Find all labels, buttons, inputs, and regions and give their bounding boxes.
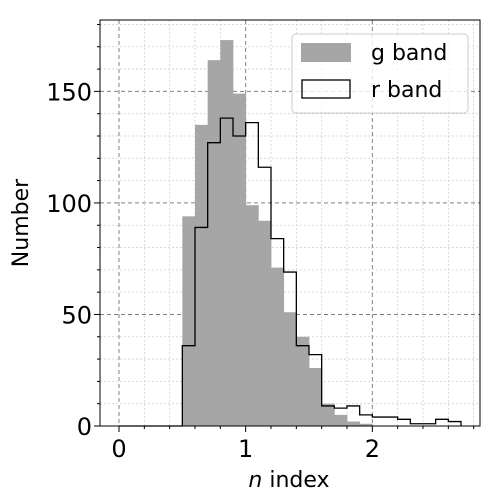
g-band-bar — [321, 403, 335, 426]
x-tick-label: 2 — [365, 435, 380, 463]
x-axis-label-rest: index — [262, 468, 329, 493]
y-tick-label: 100 — [46, 190, 92, 218]
legend-label-g-band: g band — [371, 41, 447, 66]
g-band-bar — [220, 40, 234, 426]
axis-ticks — [94, 23, 475, 432]
g-band-bar — [207, 60, 221, 427]
legend-swatch-r-band — [301, 79, 351, 99]
g-band-bar — [334, 414, 348, 426]
legend: g band r band — [291, 33, 469, 114]
g-band-bar — [283, 312, 297, 426]
g-band-bar — [195, 124, 209, 426]
tick-labels: 0 1 2 0 50 100 150 — [46, 78, 380, 463]
x-axis-label-italic: n — [248, 468, 262, 493]
legend-swatch-g-band — [301, 43, 351, 62]
g-band-bar — [296, 336, 310, 426]
y-tick-label: 0 — [77, 413, 92, 441]
g-band-bar — [258, 220, 272, 426]
g-band-bar — [271, 267, 285, 426]
y-tick-label: 150 — [46, 78, 92, 106]
g-band-bar — [182, 216, 196, 426]
legend-label-r-band: r band — [371, 78, 442, 103]
g-band-bar — [347, 421, 361, 426]
g-band-bars — [182, 40, 373, 427]
y-axis-label: Number — [9, 178, 34, 267]
x-tick-label: 0 — [111, 435, 126, 463]
x-axis-label: n index — [248, 468, 329, 493]
y-tick-label: 50 — [61, 301, 92, 329]
g-band-bar — [245, 205, 259, 426]
r-band-step-line — [119, 117, 462, 427]
g-band-bar — [309, 368, 323, 426]
g-band-bar — [359, 423, 373, 426]
x-tick-label: 1 — [238, 435, 253, 463]
g-band-bar — [233, 93, 247, 426]
plot-frame — [99, 19, 481, 427]
